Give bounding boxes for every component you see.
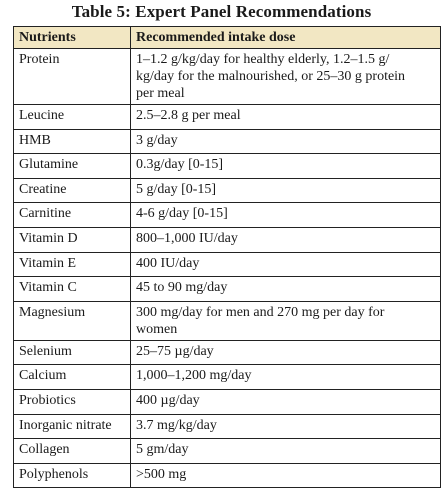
table-row: Probiotics 400 µg/day: [13, 388, 441, 415]
header-nutrients: Nutrients: [13, 26, 131, 49]
dose-cell: 400 IU/day: [130, 251, 441, 278]
nutrient-cell: Selenium: [13, 339, 131, 366]
nutrient-cell: Protein: [13, 48, 131, 105]
dose-cell: 1,000–1,200 mg/day: [130, 364, 441, 390]
nutrient-cell: Glutamine: [13, 153, 131, 179]
table-row: Protein 1–1.2 g/kg/day for healthy elder…: [13, 48, 441, 105]
dose-cell: 5 g/day [0-15]: [130, 177, 441, 204]
table-row: Vitamin C 45 to 90 mg/day: [13, 276, 441, 302]
dose-cell: >500 mg: [130, 462, 441, 489]
nutrient-cell: Calcium: [13, 364, 131, 390]
header-row: Nutrients Recommended intake dose: [13, 26, 441, 49]
dose-cell: 300 mg/day for men and 270 mg per day fo…: [130, 300, 441, 341]
dose-cell: 800–1,000 IU/day: [130, 226, 441, 253]
table-row: Vitamin D 800–1,000 IU/day: [13, 226, 441, 253]
nutrient-cell: Inorganic nitrate: [13, 413, 131, 440]
nutrient-cell: HMB: [13, 128, 131, 155]
table-row: Vitamin E 400 IU/day: [13, 251, 441, 278]
dose-cell: 1–1.2 g/kg/day for healthy elderly, 1.2–…: [130, 48, 441, 105]
table-row: Carnitine 4-6 g/day [0-15]: [13, 202, 441, 228]
dose-cell: 25–75 µg/day: [130, 339, 441, 366]
table-row: Collagen 5 gm/day: [13, 438, 441, 464]
nutrient-cell: Leucine: [13, 104, 131, 130]
nutrient-cell: Creatine: [13, 177, 131, 204]
table-row: Leucine 2.5–2.8 g per meal: [13, 104, 441, 130]
dose-cell: 0.3g/day [0-15]: [130, 153, 441, 179]
dose-cell: 2.5–2.8 g per meal: [130, 104, 441, 130]
nutrient-cell: Probiotics: [13, 388, 131, 415]
nutrient-cell: Collagen: [13, 438, 131, 464]
table-row: Calcium 1,000–1,200 mg/day: [13, 364, 441, 390]
table-row: Inorganic nitrate 3.7 mg/kg/day: [13, 413, 441, 440]
nutrient-cell: Polyphenols: [13, 462, 131, 489]
dose-cell: 3 g/day: [130, 128, 441, 155]
dose-cell: 45 to 90 mg/day: [130, 276, 441, 302]
dose-cell: 3.7 mg/kg/day: [130, 413, 441, 440]
nutrient-cell: Vitamin D: [13, 226, 131, 253]
table-row: HMB 3 g/day: [13, 128, 441, 155]
table-header: Nutrients Recommended intake dose: [13, 26, 441, 49]
nutrient-cell: Carnitine: [13, 202, 131, 228]
nutrient-cell: Magnesium: [13, 300, 131, 341]
dose-cell: 5 gm/day: [130, 438, 441, 464]
table-row: Glutamine 0.3g/day [0-15]: [13, 153, 441, 179]
table-body: Protein 1–1.2 g/kg/day for healthy elder…: [13, 48, 441, 489]
table-row: Selenium 25–75 µg/day: [13, 339, 441, 366]
nutrient-cell: Vitamin C: [13, 276, 131, 302]
dose-cell: 4-6 g/day [0-15]: [130, 202, 441, 228]
recommendations-table: Nutrients Recommended intake dose Protei…: [13, 26, 441, 489]
dose-cell: 400 µg/day: [130, 388, 441, 415]
table-row: Magnesium 300 mg/day for men and 270 mg …: [13, 300, 441, 341]
table-row: Creatine 5 g/day [0-15]: [13, 177, 441, 204]
header-dose: Recommended intake dose: [130, 26, 441, 49]
table-title: Table 5: Expert Panel Recommendations: [71, 2, 372, 21]
nutrient-cell: Vitamin E: [13, 251, 131, 278]
table-row: Polyphenols >500 mg: [13, 462, 441, 489]
